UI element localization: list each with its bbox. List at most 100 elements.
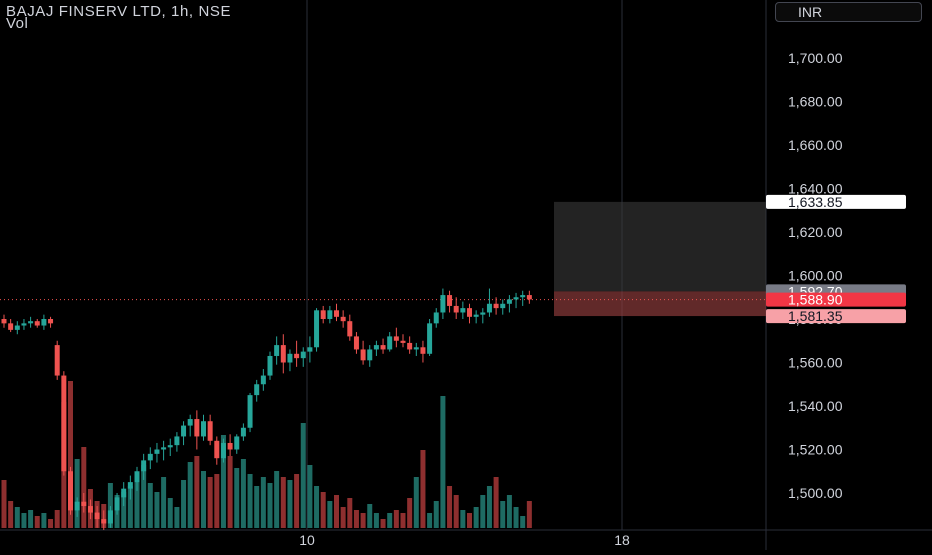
candle-body[interactable]	[68, 471, 73, 511]
price-tick-label: 1,600.00	[788, 268, 843, 284]
volume-bar	[214, 474, 220, 528]
candle-body[interactable]	[194, 419, 200, 437]
candle-body[interactable]	[114, 497, 120, 511]
candle-body[interactable]	[300, 351, 306, 359]
candle-body[interactable]	[274, 345, 280, 356]
candle-body[interactable]	[340, 316, 346, 322]
candle-body[interactable]	[486, 303, 492, 313]
candle-body[interactable]	[134, 471, 140, 483]
volume-bar	[327, 501, 333, 528]
candle-body[interactable]	[107, 510, 113, 524]
candle-body[interactable]	[520, 295, 526, 298]
volume-bar	[387, 513, 393, 528]
candle-body[interactable]	[360, 349, 366, 361]
candle-body[interactable]	[247, 395, 253, 428]
candle-body[interactable]	[161, 447, 167, 450]
candle-body[interactable]	[34, 321, 40, 326]
candle-body[interactable]	[127, 482, 133, 489]
time-tick-label: 10	[299, 532, 315, 548]
candle-body[interactable]	[420, 347, 426, 354]
candle-body[interactable]	[167, 445, 173, 448]
candle-body[interactable]	[400, 340, 406, 343]
candle-body[interactable]	[254, 384, 260, 396]
candle-body[interactable]	[1, 319, 7, 324]
candle-body[interactable]	[8, 323, 14, 330]
candle-body[interactable]	[447, 295, 453, 306]
volume-bar	[467, 513, 472, 528]
stop-zone[interactable]	[554, 291, 766, 317]
volume-bar	[227, 456, 233, 528]
target-zone[interactable]	[554, 201, 766, 292]
candle-body[interactable]	[513, 297, 519, 300]
candle-body[interactable]	[460, 308, 466, 313]
candle-body[interactable]	[181, 425, 187, 437]
candle-body[interactable]	[41, 319, 47, 326]
candle-body[interactable]	[367, 349, 373, 361]
candle-body[interactable]	[427, 323, 433, 354]
candle-body[interactable]	[500, 303, 506, 309]
candle-body[interactable]	[280, 345, 286, 363]
candle-body[interactable]	[240, 427, 246, 437]
currency-button[interactable]: INR	[775, 2, 922, 22]
candle-body[interactable]	[314, 310, 320, 348]
candle-body[interactable]	[187, 419, 193, 426]
candle-body[interactable]	[387, 336, 393, 350]
candle-body[interactable]	[453, 305, 459, 313]
candle-body[interactable]	[267, 355, 273, 376]
price-label-text: 1,581.35	[788, 308, 843, 324]
candle-body[interactable]	[287, 353, 293, 363]
candle-body[interactable]	[81, 501, 87, 507]
candle-body[interactable]	[154, 449, 160, 454]
candle-body[interactable]	[393, 336, 399, 341]
candle-body[interactable]	[307, 347, 313, 352]
volume-bar	[8, 501, 14, 528]
volume-bar	[247, 474, 253, 528]
candle-body[interactable]	[493, 303, 499, 309]
candle-body[interactable]	[207, 421, 213, 441]
candle-body[interactable]	[147, 453, 153, 461]
candle-body[interactable]	[440, 295, 446, 313]
candle-body[interactable]	[61, 375, 67, 472]
candle-body[interactable]	[54, 345, 60, 376]
candle-body[interactable]	[526, 295, 532, 300]
candle-body[interactable]	[48, 319, 54, 324]
candle-body[interactable]	[227, 442, 233, 450]
candle-body[interactable]	[433, 312, 439, 324]
candle-body[interactable]	[353, 336, 359, 350]
candle-body[interactable]	[480, 312, 486, 315]
candle-body[interactable]	[413, 347, 419, 350]
candle-body[interactable]	[174, 436, 180, 446]
candle-body[interactable]	[260, 375, 266, 385]
candle-body[interactable]	[234, 436, 240, 450]
candle-body[interactable]	[327, 310, 333, 319]
candle-body[interactable]	[467, 308, 472, 317]
candle-body[interactable]	[407, 342, 413, 350]
candle-body[interactable]	[334, 310, 339, 317]
candle-body[interactable]	[506, 299, 512, 304]
price-label-pink	[766, 309, 906, 324]
volume-bar	[380, 519, 386, 528]
volume-bar	[427, 513, 433, 528]
volume-bar	[201, 471, 206, 528]
candle-body[interactable]	[380, 345, 386, 350]
candle-body[interactable]	[294, 353, 300, 359]
candle-body[interactable]	[101, 519, 107, 524]
candle-body[interactable]	[220, 442, 226, 459]
candle-body[interactable]	[373, 345, 379, 350]
candle-body[interactable]	[94, 512, 100, 520]
candle-body[interactable]	[121, 488, 127, 498]
candle-body[interactable]	[201, 421, 206, 437]
candle-body[interactable]	[14, 325, 20, 330]
candle-body[interactable]	[473, 314, 479, 317]
candle-body[interactable]	[87, 506, 93, 513]
volume-bar	[526, 501, 532, 528]
candle-body[interactable]	[214, 440, 220, 459]
candle-body[interactable]	[21, 323, 27, 326]
candle-body[interactable]	[347, 321, 353, 337]
candle-body[interactable]	[320, 310, 326, 319]
candle-body[interactable]	[141, 460, 147, 472]
candle-body[interactable]	[28, 321, 34, 324]
candle-body[interactable]	[74, 501, 80, 511]
